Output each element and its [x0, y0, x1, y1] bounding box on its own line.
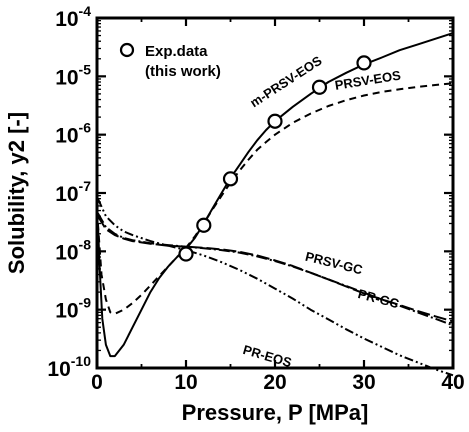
series-label: PR-GC: [356, 286, 401, 311]
exp-data-point: [222, 171, 239, 187]
curve-pr-eos: [96, 198, 454, 377]
series-label: m-PRSV-EOS: [247, 53, 325, 111]
y-tick-label: 10-9: [55, 295, 91, 323]
exp-data-markers: [178, 55, 372, 262]
curve-pr-gc: [97, 212, 454, 327]
x-tick-label: 40: [441, 371, 464, 394]
exp-data-point: [196, 217, 212, 233]
y-tick-label: 10-4: [55, 3, 91, 31]
legend-label: Exp.data: [145, 43, 208, 60]
plot-area: 0 10 20 30 40 10-1010-910-810-710-610-510-4 …: [47, 3, 464, 394]
exp-data-point: [267, 113, 283, 129]
legend-sublabel: (this work): [145, 63, 221, 80]
x-axis-ticks: 0 10 20 30 40: [91, 18, 465, 394]
exp-data-point: [311, 79, 328, 95]
y-axis-ticks: 10-10 10-9 10-8 10-7 10-6 10-5 10-4: [47, 3, 453, 381]
x-tick-label: 20: [263, 371, 286, 394]
y-tick-label: 10-7: [55, 178, 91, 206]
y-tick-label: 10-8: [55, 236, 91, 264]
x-tick-label: 0: [91, 371, 103, 394]
exp-data-point: [356, 55, 372, 71]
series-label: PRSV-EOS: [334, 68, 402, 93]
exp-data-point: [178, 246, 194, 262]
x-tick-label: 10: [174, 371, 197, 394]
legend: Exp.data (this work): [119, 42, 221, 80]
series-label: PR-EOS: [241, 342, 293, 370]
curve-m-prsv-eos: [96, 32, 454, 358]
legend-marker: [119, 42, 135, 58]
y-axis-title: Solubility, y2 [-]: [4, 112, 29, 274]
curve-prsv-gc: [97, 215, 454, 323]
y-tick-label: 10-6: [55, 120, 91, 148]
curve-prsv-eos: [96, 82, 454, 315]
x-tick-label: 30: [352, 371, 375, 394]
x-axis-title: Pressure, P [MPa]: [182, 400, 369, 425]
y-tick-label: 10-10: [47, 353, 91, 381]
curves: [96, 32, 454, 377]
y-tick-label: 10-5: [55, 61, 91, 89]
